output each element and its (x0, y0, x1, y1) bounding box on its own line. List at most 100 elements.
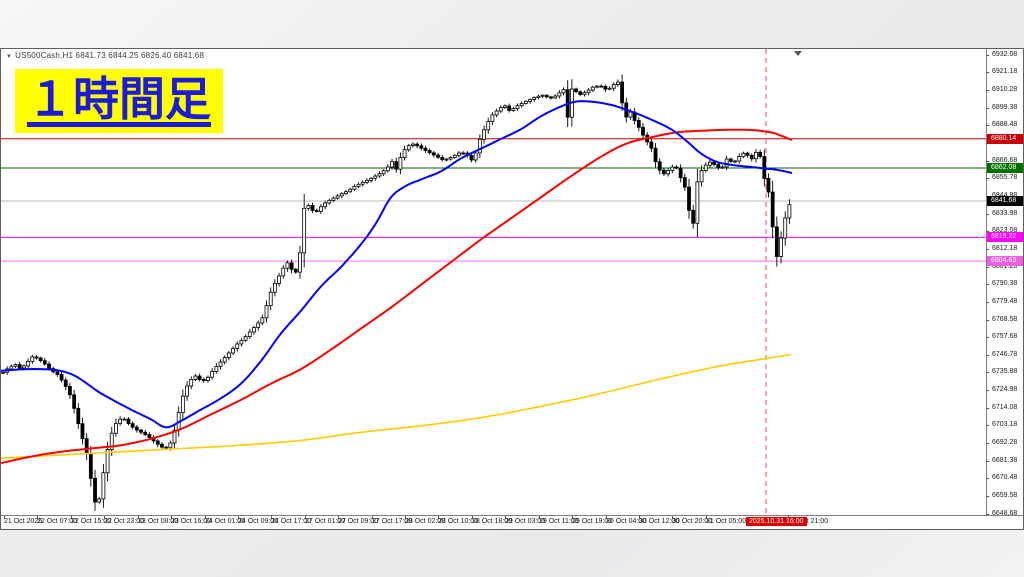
collapse-arrow-icon[interactable]: ▼ (6, 54, 13, 60)
price-line-badge-support-violet: 6804.63 (987, 256, 1023, 267)
chart-window: ▼ US500Cash,H1 6841.73 6844.25 6826.40 68… (0, 48, 1024, 530)
candle-body (243, 336, 248, 341)
candle-body (80, 423, 85, 440)
price-tick-label: 6735.88 (992, 368, 1018, 376)
candle-body (122, 418, 127, 421)
candle-body (427, 150, 432, 154)
candle-body (724, 158, 729, 168)
candle-body (226, 352, 231, 358)
price-tick-label: 6812.18 (992, 244, 1018, 252)
candle-body (38, 357, 43, 362)
time-tick-mark (71, 516, 72, 519)
candle-body (507, 105, 512, 111)
candle-body (486, 121, 491, 131)
price-tick-mark (986, 266, 989, 268)
candle-body (611, 84, 616, 89)
price-tick-label: 6757.68 (992, 333, 1018, 341)
candle-body (461, 152, 466, 155)
price-tick-mark (986, 125, 989, 127)
candle-body (22, 365, 26, 369)
candle-body (30, 356, 35, 362)
price-tick-mark (986, 319, 989, 321)
price-tick-mark (986, 54, 989, 56)
time-tick-label: 29 Oct 11:00 (539, 518, 579, 525)
candle-body (774, 226, 779, 257)
candle-body (670, 166, 675, 171)
price-tick-mark (986, 89, 989, 91)
time-tick-mark (472, 516, 473, 519)
candle-body (105, 449, 110, 474)
time-tick-label: 23 Oct 08:00 (138, 518, 179, 525)
price-tick-label: 6910.28 (992, 85, 1018, 93)
price-line-badge-current-price: 6841.68 (987, 196, 1023, 207)
candle-body (356, 183, 361, 187)
candle-body (193, 375, 198, 380)
price-tick-mark (986, 513, 989, 515)
candlestick-plot[interactable] (1, 49, 986, 515)
time-tick-label: 21 Oct 2025 (4, 518, 43, 525)
price-axis[interactable]: 6932.086921.186910.286899.386888.486877.… (986, 49, 1023, 517)
time-tick-mark (338, 516, 339, 519)
price-line-badge-support-green: 6862.08 (987, 162, 1023, 173)
candle-body (134, 426, 139, 431)
candle-body (657, 161, 662, 171)
candle-body (385, 166, 390, 172)
candle-body (13, 364, 18, 367)
time-tick-label: 22 Oct 15:00 (71, 518, 112, 525)
candle-body (590, 86, 595, 91)
time-tick-mark (4, 516, 5, 519)
time-tick-label: 27 Oct 09:00 (338, 518, 379, 525)
price-tick-label: 6833.98 (992, 209, 1018, 217)
candle-body (97, 498, 102, 503)
candle-body (210, 371, 215, 378)
price-tick-label: 6888.48 (992, 121, 1018, 129)
candle-body (666, 170, 670, 175)
price-tick-mark (986, 178, 989, 180)
candle-body (498, 107, 503, 112)
timeframe-overlay-label: １時間足 (15, 69, 223, 133)
price-tick-label: 6648.68 (992, 509, 1018, 517)
candle-body (101, 472, 106, 500)
candle-body (699, 170, 704, 183)
candle-body (473, 152, 478, 161)
candle-body (599, 85, 604, 88)
time-tick-label: 29 Oct 19:00 (572, 518, 613, 525)
time-tick-mark (271, 516, 272, 519)
candle-body (130, 423, 135, 428)
candle-body (754, 151, 758, 160)
candle-body (406, 145, 411, 151)
candle-body (390, 161, 394, 168)
price-tick-label: 6670.48 (992, 474, 1018, 482)
candle-body (247, 331, 252, 337)
price-tick-label: 6921.18 (992, 68, 1018, 76)
selected-time-badge: 2025.10.31 16:00 (746, 517, 807, 526)
candle-body (649, 141, 654, 149)
symbol-info[interactable]: ▼ US500Cash,H1 6841.73 6844.25 6826.40 68… (6, 51, 204, 60)
candle-body (641, 126, 645, 136)
time-tick-label: 27 Oct 17:00 (372, 518, 413, 525)
candle-body (331, 197, 336, 201)
time-tick-mark (572, 516, 573, 519)
time-tick-mark (505, 516, 506, 519)
candle-body (712, 161, 717, 165)
candle-body (423, 147, 428, 151)
candle-body (749, 154, 754, 160)
time-axis[interactable]: 21 Oct 2025 22 Oct 07:00 22 Oct 15:00 22 Oc… (1, 515, 1023, 529)
candle-body (373, 175, 378, 179)
time-tick-label: 24 Oct 01:00 (205, 518, 246, 525)
candle-body (766, 178, 771, 193)
candle-body (260, 317, 265, 324)
candle-body (628, 111, 633, 118)
time-tick-mark (672, 516, 673, 519)
candle-body (574, 88, 578, 93)
time-tick-mark (372, 516, 373, 519)
candle-body (682, 177, 687, 188)
candle-body (47, 363, 51, 369)
candle-body (561, 89, 566, 94)
candle-body (477, 138, 482, 154)
time-tick-label: 28 Oct 18:00 (472, 518, 513, 525)
candle-body (1, 371, 5, 374)
candle-body (72, 394, 77, 409)
candle-body (703, 164, 708, 171)
candle-body (285, 262, 290, 269)
